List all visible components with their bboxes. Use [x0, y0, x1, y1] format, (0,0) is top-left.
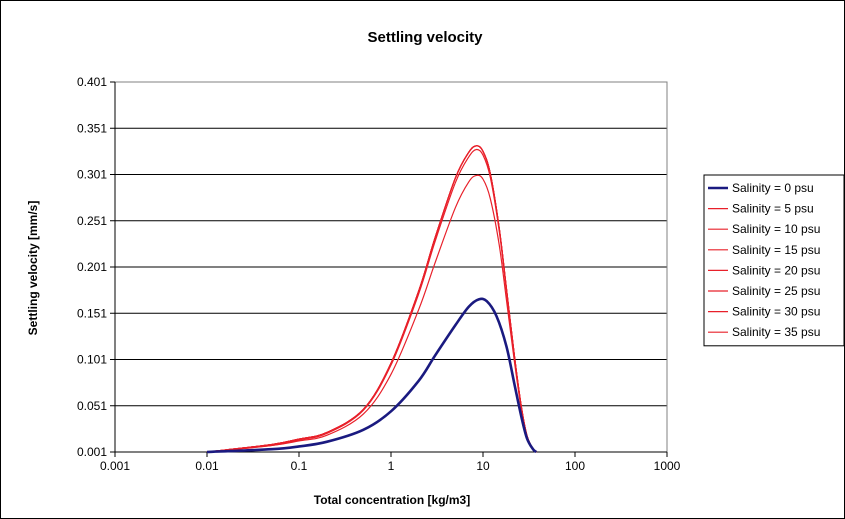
y-tick-label-5: 0.251 [77, 214, 107, 228]
series-line-7 [206, 145, 537, 453]
chart-title: Settling velocity [367, 29, 483, 46]
legend-label-6: Salinity = 30 psu [732, 305, 820, 319]
series-lines [206, 145, 538, 454]
legend-label-3: Salinity = 15 psu [732, 243, 820, 257]
y-axis-label: Settling velocity [mm/s] [26, 201, 40, 336]
y-tick-label-8: 0.401 [77, 75, 107, 89]
y-tick-label-4: 0.201 [77, 260, 107, 274]
legend: Salinity = 0 psu Salinity = 5 psu Salinity… [703, 174, 845, 347]
x-tick-label-6: 1000 [654, 459, 681, 473]
x-tick-label-2: 0.1 [291, 459, 308, 473]
y-tick-label-7: 0.351 [77, 121, 107, 135]
axes: 0.001 0.051 0.101 0.151 0.201 0.251 0.301 0.351… [77, 75, 681, 473]
y-tick-label-2: 0.101 [77, 353, 107, 367]
x-tick-label-0: 0.001 [100, 459, 130, 473]
legend-label-4: Salinity = 20 psu [732, 263, 820, 277]
series-line-0 [206, 297, 538, 454]
x-axis-label: Total concentration [kg/m3] [314, 493, 470, 507]
legend-label-1: Salinity = 5 psu [732, 202, 814, 216]
gridlines [115, 81, 667, 453]
legend-label-5: Salinity = 25 psu [732, 284, 820, 298]
x-tick-label-4: 10 [476, 459, 490, 473]
y-tick-label-1: 0.051 [77, 399, 107, 413]
legend-label-7: Salinity = 35 psu [732, 325, 820, 339]
x-tick-label-1: 0.01 [195, 459, 219, 473]
x-tick-label-5: 100 [565, 459, 585, 473]
legend-label-2: Salinity = 10 psu [732, 222, 820, 236]
y-tick-label-6: 0.301 [77, 168, 107, 182]
y-tick-label-3: 0.151 [77, 306, 107, 320]
legend-label-0: Salinity = 0 psu [732, 181, 814, 195]
x-tick-label-3: 1 [388, 459, 395, 473]
y-tick-label-0: 0.001 [77, 445, 107, 459]
legend-box [703, 174, 845, 347]
